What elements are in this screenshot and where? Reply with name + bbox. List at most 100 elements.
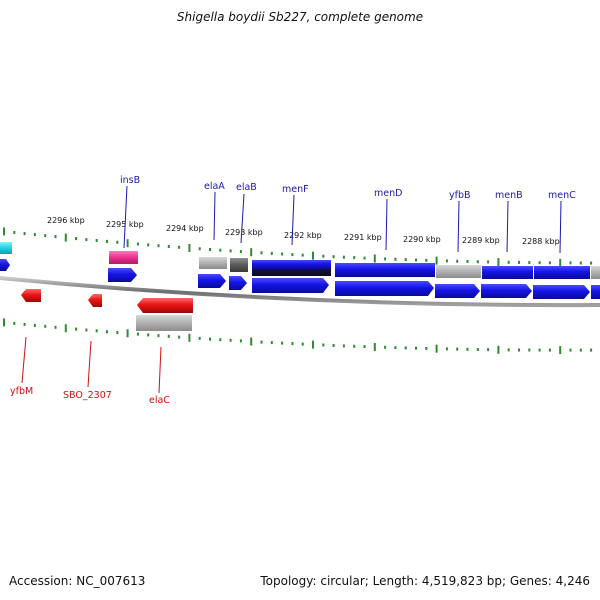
insb-pseudogene[interactable] — [109, 251, 138, 264]
elaa-cds[interactable] — [198, 274, 226, 288]
minor-tick — [178, 335, 181, 339]
minor-tick — [456, 259, 459, 263]
minor-tick — [404, 346, 407, 350]
major-tick — [188, 333, 191, 342]
minor-tick — [579, 261, 582, 265]
minor-tick — [342, 255, 345, 259]
edge-hit[interactable] — [591, 266, 600, 279]
menf-cds[interactable] — [252, 278, 329, 293]
minor-tick — [147, 243, 150, 247]
minor-tick — [322, 254, 325, 258]
minor-tick — [147, 333, 150, 337]
scale-label: 2289 kbp — [462, 236, 500, 245]
minor-tick — [157, 334, 160, 338]
cyan-feature[interactable] — [0, 242, 12, 254]
minor-tick — [209, 337, 211, 341]
gene-label-elac[interactable]: elaC — [149, 395, 170, 406]
forward-cds-left-edge[interactable] — [0, 259, 10, 271]
scale-label: 2293 kbp — [225, 228, 263, 237]
scale-label: 2294 kbp — [166, 224, 204, 233]
minor-tick — [13, 231, 16, 234]
menb-cds[interactable] — [481, 284, 532, 298]
scale-label: 2290 kbp — [403, 235, 441, 244]
minor-tick — [260, 251, 263, 255]
major-tick — [250, 248, 253, 257]
minor-tick — [281, 252, 284, 256]
elac-hit[interactable] — [136, 315, 192, 331]
minor-tick — [95, 239, 98, 242]
sbo-2307-cds[interactable] — [88, 294, 102, 307]
minor-tick — [353, 344, 356, 348]
gene-label-yfbb[interactable]: yfbB — [449, 190, 471, 201]
minor-tick — [54, 325, 57, 329]
minor-tick — [260, 340, 263, 344]
reverse-label-leaders — [21, 336, 162, 394]
gene-label-insb[interactable]: insB — [120, 175, 140, 186]
gene-label-elab[interactable]: elaB — [236, 182, 257, 193]
grey-hit[interactable] — [199, 257, 227, 269]
minor-tick — [219, 338, 222, 342]
menb-hit[interactable] — [482, 266, 533, 279]
major-tick — [497, 345, 500, 354]
minor-tick — [198, 336, 201, 340]
minor-tick — [229, 338, 232, 342]
gene-label-menc[interactable]: menC — [548, 190, 576, 201]
scale-label: 2296 kbp — [47, 216, 85, 225]
minor-tick — [239, 250, 242, 253]
minor-tick — [167, 245, 170, 248]
gene-label-menf[interactable]: menF — [282, 184, 309, 195]
minor-tick — [301, 342, 304, 346]
minor-tick — [75, 237, 78, 241]
minor-tick — [291, 253, 294, 257]
mend-cds[interactable] — [335, 281, 434, 296]
minor-tick — [219, 248, 222, 252]
minor-tick — [239, 339, 242, 343]
minor-tick — [394, 257, 397, 261]
minor-tick — [394, 346, 397, 350]
gene-label-menb[interactable]: menB — [495, 190, 523, 201]
minor-tick — [518, 260, 520, 264]
minor-tick — [116, 240, 119, 244]
mend-hit[interactable] — [335, 263, 435, 277]
minor-tick — [291, 342, 294, 346]
forward-cds-right-edge[interactable] — [591, 285, 600, 299]
minor-tick — [332, 344, 335, 347]
topology-summary: Topology: circular; Length: 4,519,823 bp… — [260, 574, 590, 588]
menc-cds[interactable] — [533, 285, 590, 299]
yfbb-cds[interactable] — [435, 284, 480, 298]
minor-tick — [569, 261, 572, 265]
minor-tick — [487, 348, 490, 352]
minor-tick — [528, 261, 531, 265]
minor-tick — [23, 322, 26, 326]
minor-tick — [507, 260, 510, 264]
gene-label-elaa[interactable]: elaA — [204, 181, 225, 192]
minor-tick — [301, 253, 304, 257]
dark-grey-hit[interactable] — [230, 258, 248, 272]
minor-tick — [363, 256, 366, 260]
minor-tick — [425, 347, 428, 350]
minor-tick — [209, 248, 211, 251]
major-tick — [188, 244, 191, 252]
yfbm-cds[interactable] — [21, 289, 41, 302]
gene-label-sbo-2307[interactable]: SBO_2307 — [63, 390, 112, 401]
gene-label-yfbm[interactable]: yfbM — [10, 386, 33, 397]
menc-hit[interactable] — [534, 266, 590, 279]
yfbb-hit[interactable] — [436, 265, 481, 278]
scale-label: 2292 kbp — [284, 231, 322, 240]
major-tick — [3, 227, 5, 236]
minor-tick — [466, 259, 469, 263]
minor-tick — [384, 345, 387, 349]
minor-tick — [425, 258, 428, 262]
minor-tick — [85, 238, 88, 242]
elac-cds[interactable] — [137, 298, 193, 313]
minor-tick — [342, 344, 345, 348]
insb-cds[interactable] — [108, 268, 137, 282]
minor-tick — [590, 261, 593, 265]
minor-tick — [322, 343, 325, 347]
elab-cds[interactable] — [229, 276, 247, 290]
major-tick — [435, 344, 438, 353]
minor-tick — [404, 258, 407, 262]
gene-label-mend[interactable]: menD — [374, 188, 402, 199]
minor-tick — [476, 260, 479, 264]
